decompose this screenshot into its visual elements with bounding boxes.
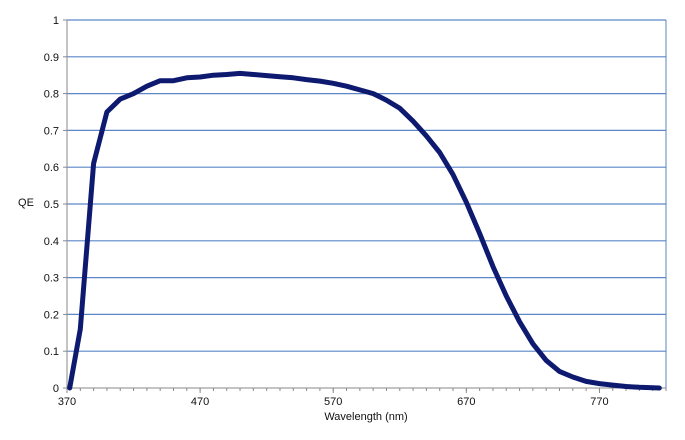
y-tick-label-8: 0.8 [44, 89, 59, 101]
y-tick-label-0: 0 [53, 383, 59, 395]
series-line-0 [67, 70, 662, 391]
x-tick-label-1: 470 [191, 396, 209, 408]
series-lines [67, 70, 662, 391]
x-tick-label-3: 670 [457, 396, 475, 408]
y-tick-label-9: 0.9 [44, 52, 59, 64]
y-tick-label-10: 1 [53, 15, 59, 27]
gridlines [67, 19, 666, 352]
y-tick-label-7: 0.7 [44, 125, 59, 137]
x-tick-label-2: 570 [324, 396, 342, 408]
y-tick-label-1: 0.1 [44, 346, 59, 358]
y-tick-label-3: 0.3 [44, 273, 59, 285]
y-axis-label: QE [18, 197, 34, 209]
x-tick-label-4: 770 [590, 396, 608, 408]
y-tick-labels: 0 0.1 0.2 0.3 0.4 0.5 0.6 0.7 0.8 0.9 1 [44, 15, 59, 395]
x-tick-label-0: 370 [58, 396, 76, 408]
y-tick-label-5: 0.5 [44, 199, 59, 211]
y-tick-label-6: 0.6 [44, 162, 59, 174]
x-axis-label: Wavelength (nm) [324, 411, 407, 423]
x-tick-labels: 370 470 570 670 770 [58, 396, 609, 408]
y-tick-label-4: 0.4 [44, 236, 59, 248]
y-tick-label-2: 0.2 [44, 309, 59, 321]
axes [63, 19, 667, 393]
